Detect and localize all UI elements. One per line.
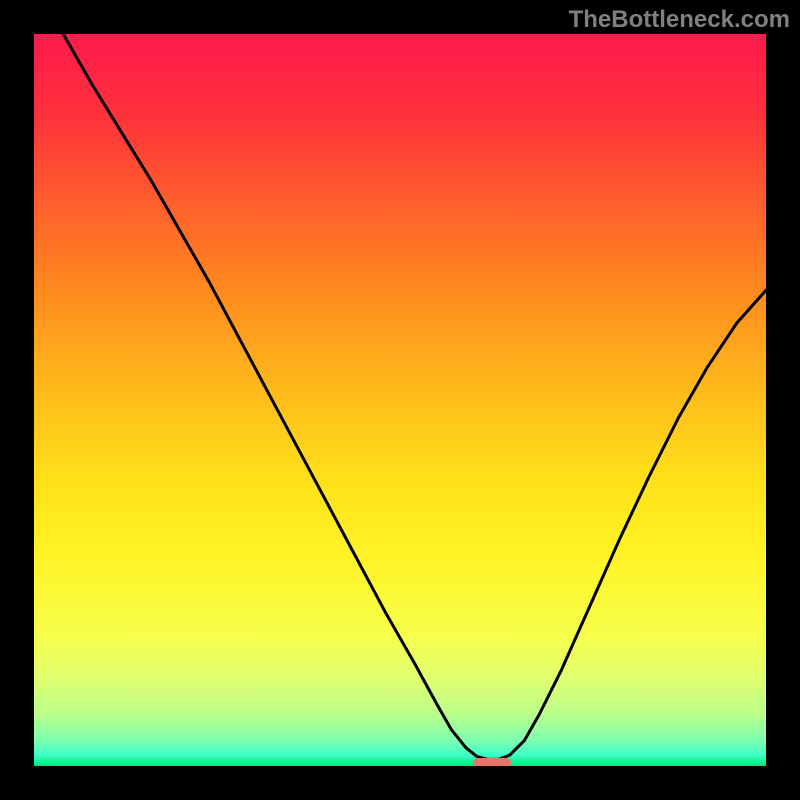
bottleneck-curve	[63, 34, 766, 759]
plot-svg	[34, 34, 766, 766]
plot-area	[34, 34, 766, 766]
chart-container: TheBottleneck.com	[0, 0, 800, 800]
watermark-text: TheBottleneck.com	[569, 6, 790, 34]
optimum-marker	[473, 758, 511, 766]
